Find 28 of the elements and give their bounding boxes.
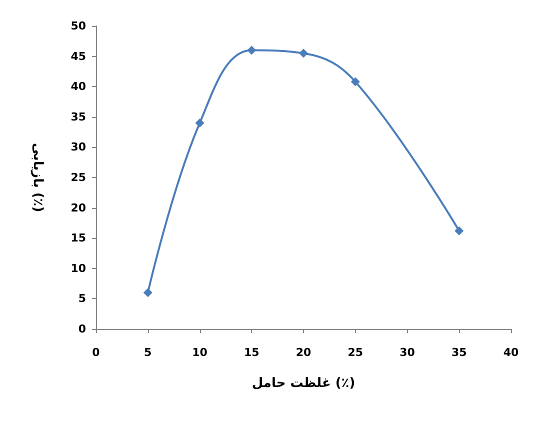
y-tick-label: 10 <box>70 262 86 275</box>
y-tick-label: 15 <box>70 232 86 245</box>
y-axis-title: بازیابی (٪) <box>30 142 45 212</box>
x-tick-label: 15 <box>244 346 260 359</box>
x-tick-label: 20 <box>296 346 312 359</box>
y-tick-label: 50 <box>70 20 86 32</box>
point <box>247 46 256 55</box>
y-tick-label: 40 <box>70 80 86 94</box>
point <box>454 226 464 236</box>
x-tick-label: 10 <box>192 346 208 359</box>
x-tick-label: 30 <box>400 346 416 359</box>
y-tick-label: 5 <box>78 292 86 306</box>
point <box>299 48 308 58</box>
point <box>350 77 360 86</box>
y-tick-label: 0 <box>78 322 86 336</box>
x-tick-label: 0 <box>92 346 100 359</box>
y-tick-label: 30 <box>70 140 86 154</box>
y-tick-label: 20 <box>70 201 86 214</box>
x-tick-label: 5 <box>144 346 152 359</box>
point <box>195 118 204 128</box>
x-axis-title: غلظت حامل (٪) <box>252 376 356 391</box>
y-tick-label: 35 <box>70 110 86 124</box>
x-tick-label: 40 <box>503 346 519 359</box>
point <box>143 288 152 298</box>
x-tick-label: 25 <box>348 346 364 359</box>
x-tick-label: 35 <box>451 346 467 359</box>
y-tick-label: 25 <box>70 171 86 184</box>
y-tick-label: 45 <box>70 50 86 63</box>
